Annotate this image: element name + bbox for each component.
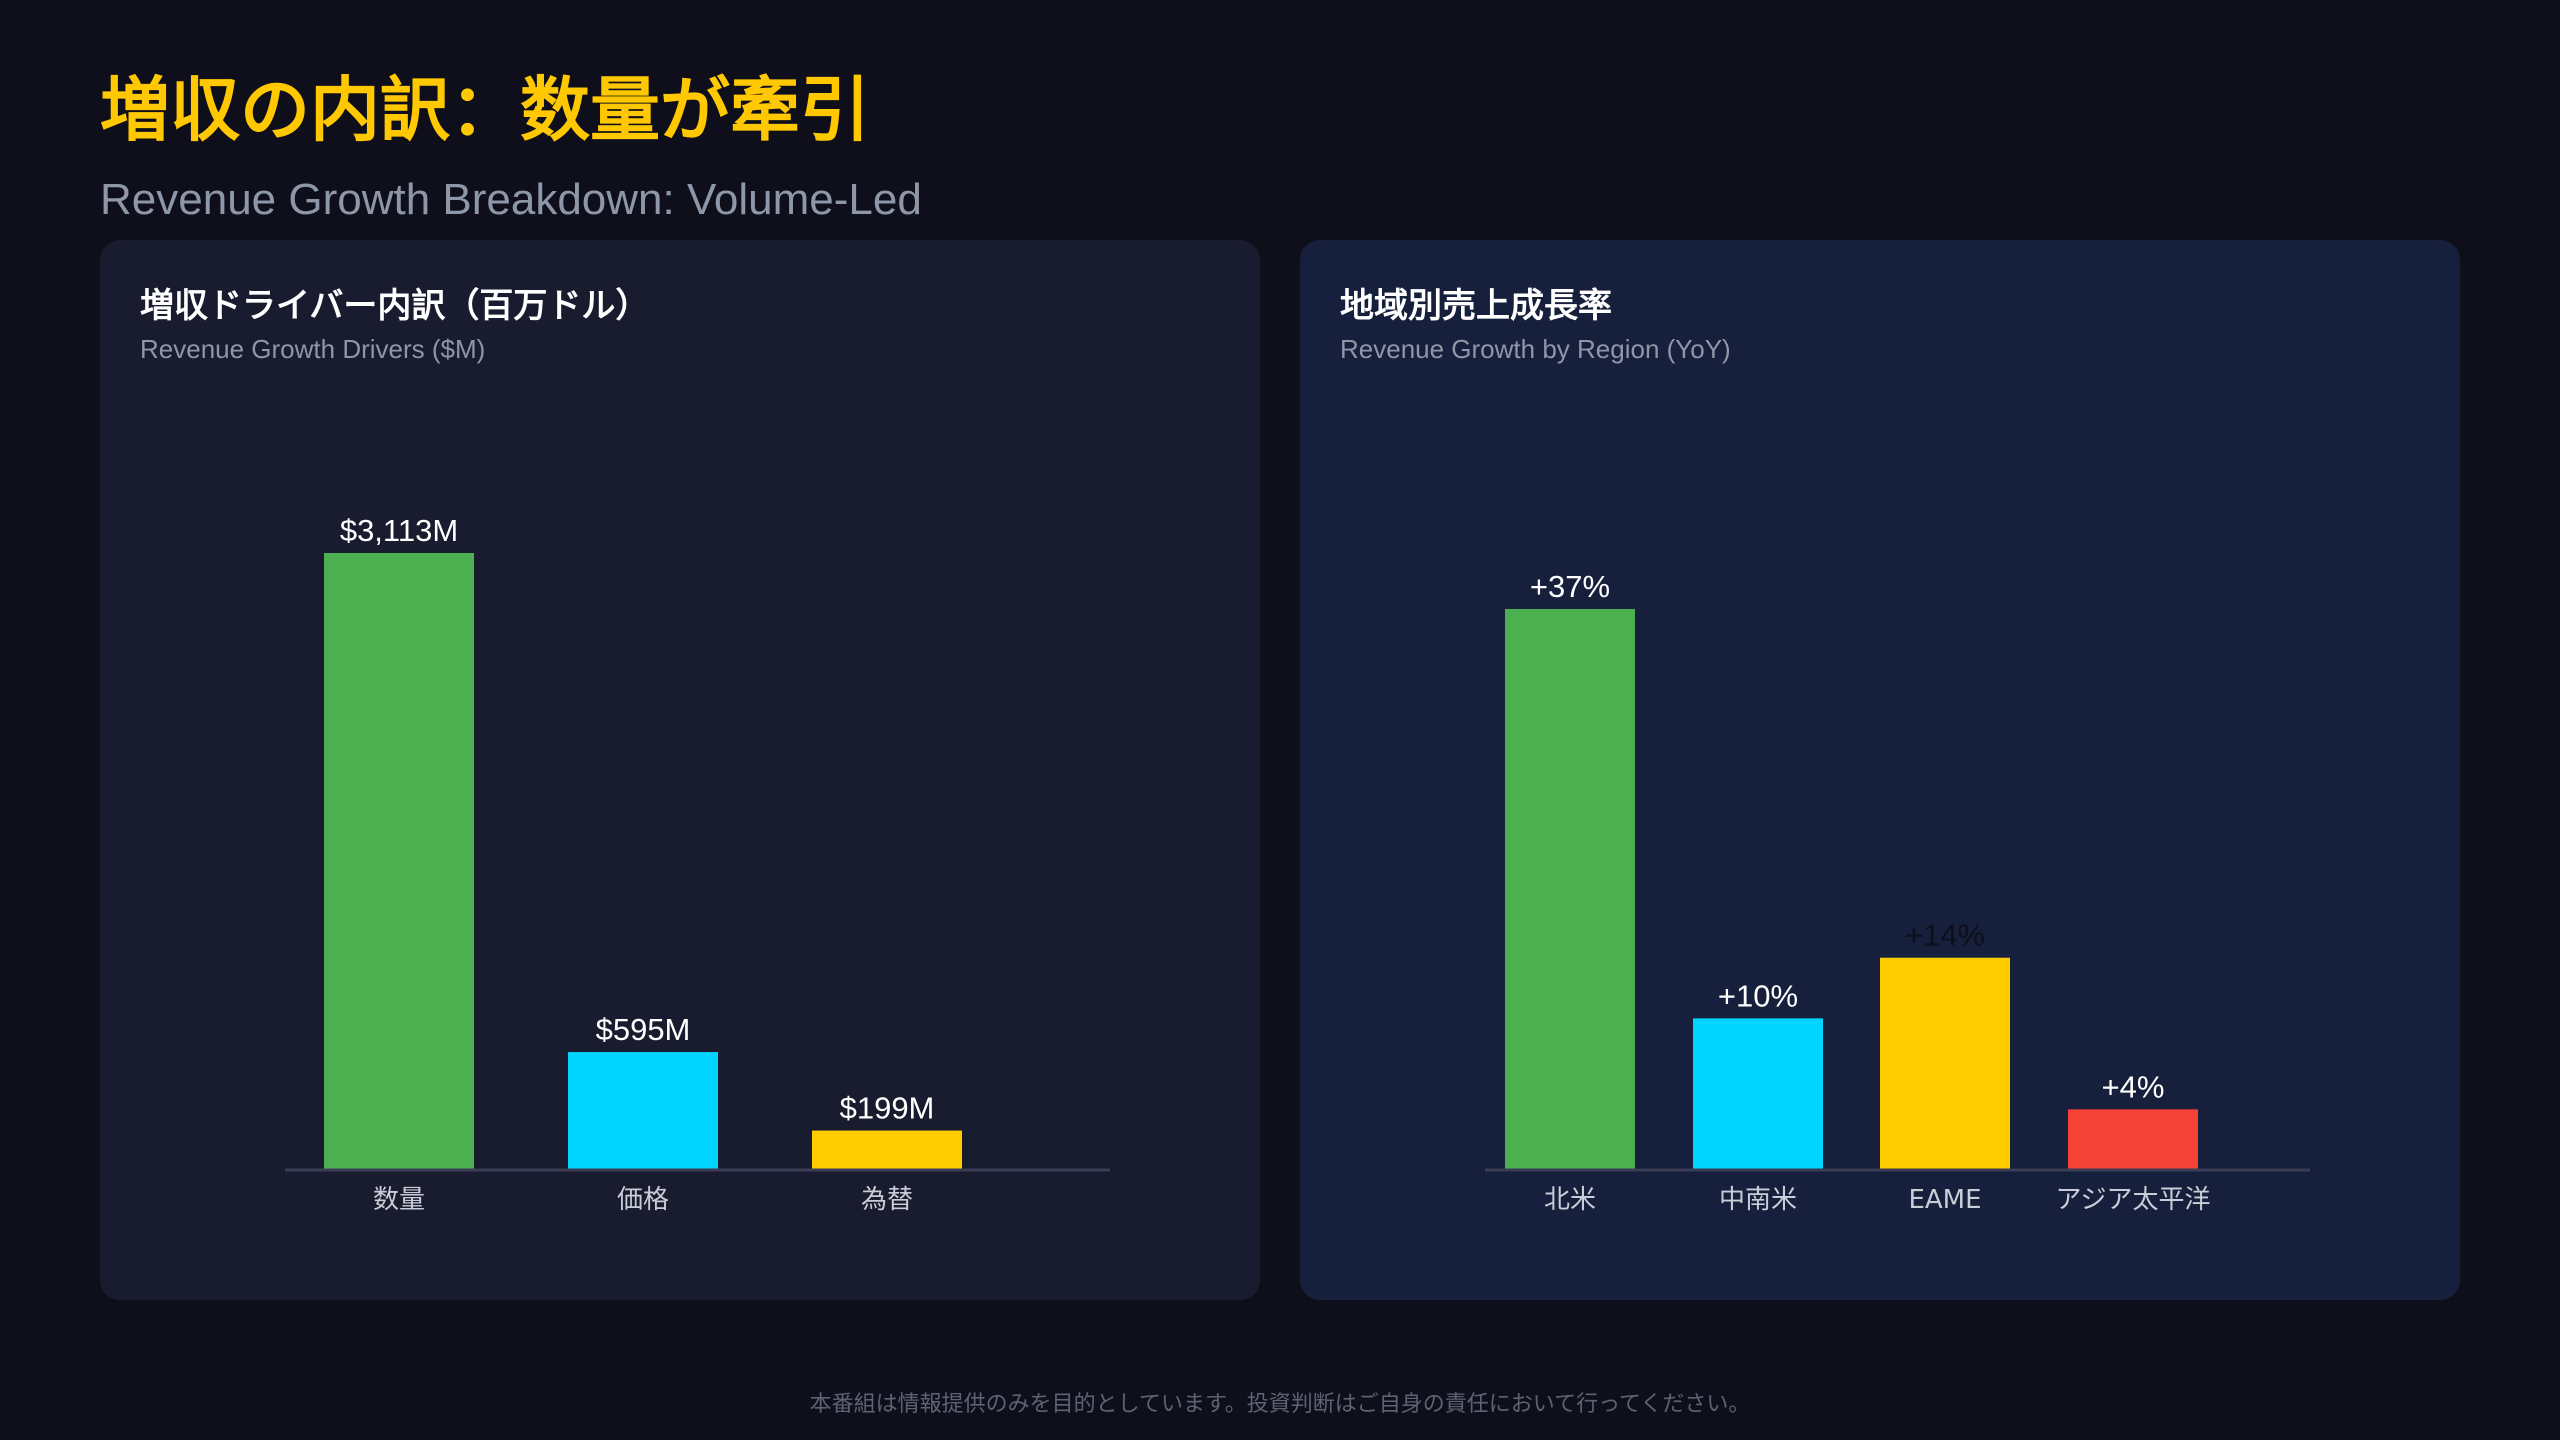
region-value-label: +37%: [1530, 569, 1610, 604]
driver-value-label: $3,113M: [340, 513, 458, 548]
region-category-label: 北米: [1544, 1185, 1596, 1215]
region-chart-subtitle: Revenue Growth by Region (YoY): [1340, 334, 1731, 364]
region-chart-panel: 地域別売上成長率 Revenue Growth by Region (YoY) …: [1300, 240, 2460, 1300]
page-subtitle: Revenue Growth Breakdown: Volume-Led: [100, 175, 922, 224]
drivers-chart-title: 増収ドライバー内訳（百万ドル）: [140, 286, 650, 326]
driver-bar: [324, 553, 474, 1170]
region-category-label: アジア太平洋: [2056, 1185, 2211, 1215]
drivers-chart-panel: 増収ドライバー内訳（百万ドル） Revenue Growth Drivers (…: [100, 240, 1260, 1300]
region-bar: [1880, 957, 2010, 1170]
region-value-label: +10%: [1718, 978, 1798, 1013]
drivers-chart-subtitle: Revenue Growth Drivers ($M): [140, 334, 486, 364]
driver-bar: [568, 1052, 718, 1170]
region-bar: [2068, 1109, 2198, 1170]
drivers-bar-chart: $3,113M 数量 $595M 価格 $199M 為替: [285, 513, 1110, 1215]
disclaimer-footer: 本番組は情報提供のみを目的としています。投資判断はご自身の責任において行ってくだ…: [809, 1392, 1751, 1417]
region-category-label: 中南米: [1719, 1185, 1797, 1215]
driver-bar: [812, 1130, 962, 1170]
region-value-label: +4%: [2102, 1069, 2165, 1104]
region-chart-title: 地域別売上成長率: [1340, 286, 1612, 326]
page-title: 増収の内訳：数量が牽引: [100, 69, 870, 151]
region-value-label: +14%: [1905, 918, 1985, 953]
region-bar: [1693, 1018, 1823, 1170]
region-category-label: EAME: [1908, 1185, 1981, 1215]
region-bar: [1505, 609, 1635, 1170]
driver-category-label: 数量: [373, 1185, 425, 1215]
driver-value-label: $595M: [596, 1012, 691, 1047]
driver-category-label: 為替: [861, 1185, 913, 1215]
driver-category-label: 価格: [617, 1185, 669, 1215]
driver-value-label: $199M: [840, 1091, 935, 1126]
region-bar-chart: +37% 北米 +10% 中南米 +14% EAME +4% アジア太平洋: [1485, 569, 2310, 1215]
